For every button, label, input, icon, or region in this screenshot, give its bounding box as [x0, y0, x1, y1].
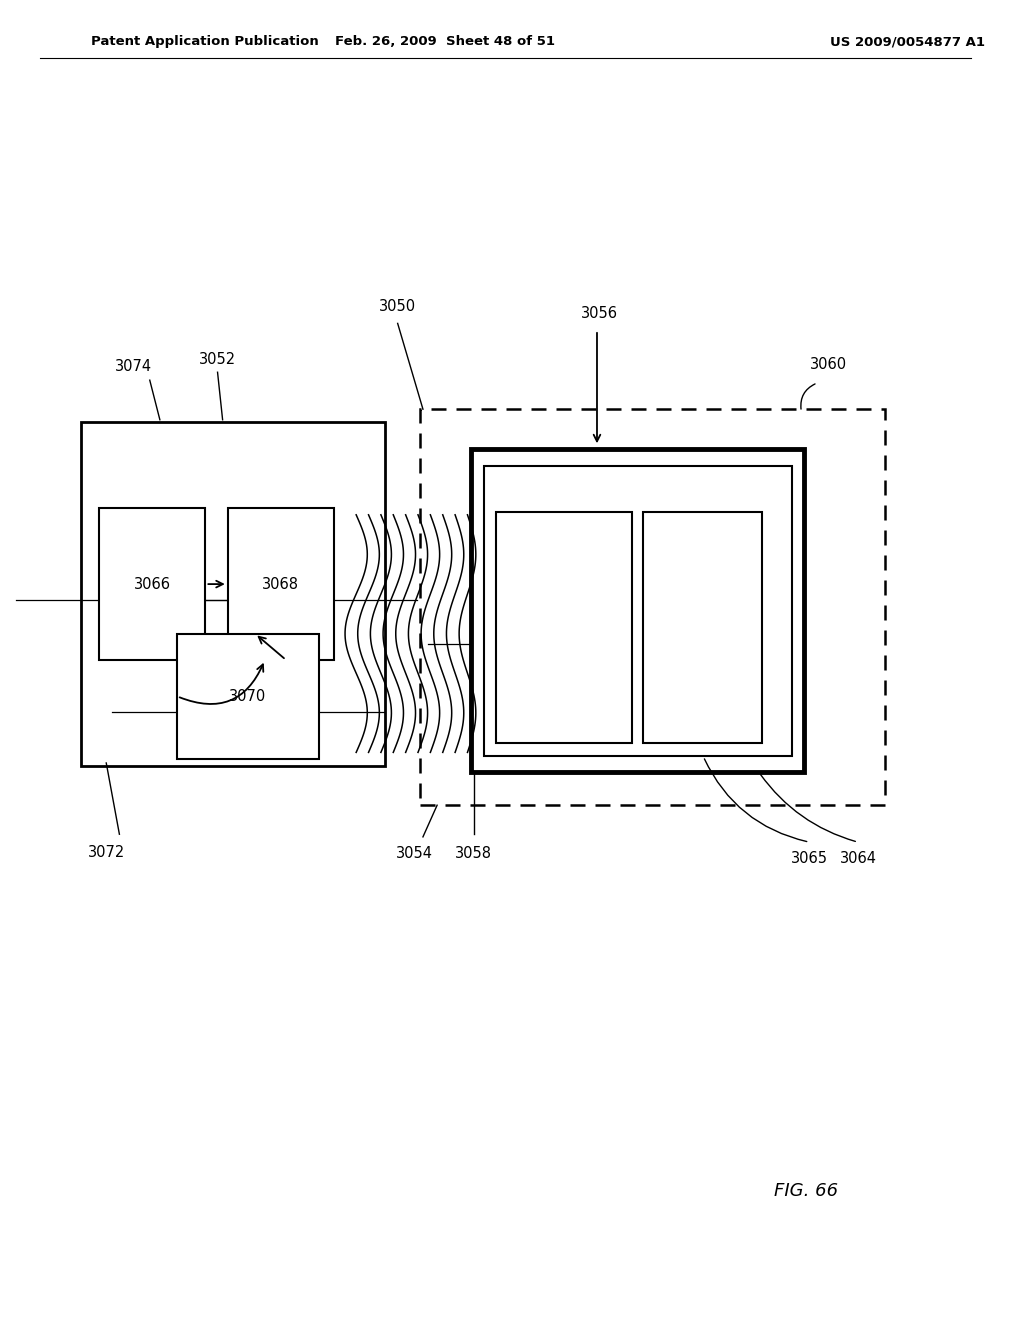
Text: 3062: 3062 — [546, 620, 583, 635]
Text: FIG. 66: FIG. 66 — [774, 1181, 839, 1200]
Text: 3054: 3054 — [396, 846, 433, 861]
Text: 3058: 3058 — [455, 846, 493, 861]
Text: Patent Application Publication: Patent Application Publication — [91, 36, 318, 48]
Text: 3060: 3060 — [810, 358, 847, 372]
Bar — [81, 422, 384, 766]
Bar — [420, 409, 886, 805]
Text: 3064: 3064 — [840, 851, 877, 866]
Text: 3070: 3070 — [229, 689, 266, 704]
Bar — [496, 512, 633, 743]
Text: US 2009/0054877 A1: US 2009/0054877 A1 — [829, 36, 985, 48]
Bar — [177, 634, 318, 759]
Text: 3068: 3068 — [262, 577, 299, 591]
Bar — [642, 512, 762, 743]
Text: 3056: 3056 — [581, 306, 617, 321]
Text: 3074: 3074 — [115, 359, 153, 374]
Text: 3052: 3052 — [199, 352, 237, 367]
Bar — [483, 466, 793, 756]
Text: 3072: 3072 — [88, 845, 125, 859]
Text: 3066: 3066 — [134, 577, 171, 591]
Text: 3050: 3050 — [379, 300, 416, 314]
Bar — [227, 508, 334, 660]
Bar — [99, 508, 206, 660]
Text: Feb. 26, 2009  Sheet 48 of 51: Feb. 26, 2009 Sheet 48 of 51 — [335, 36, 555, 48]
Text: 3065: 3065 — [791, 851, 828, 866]
Bar — [470, 449, 805, 772]
